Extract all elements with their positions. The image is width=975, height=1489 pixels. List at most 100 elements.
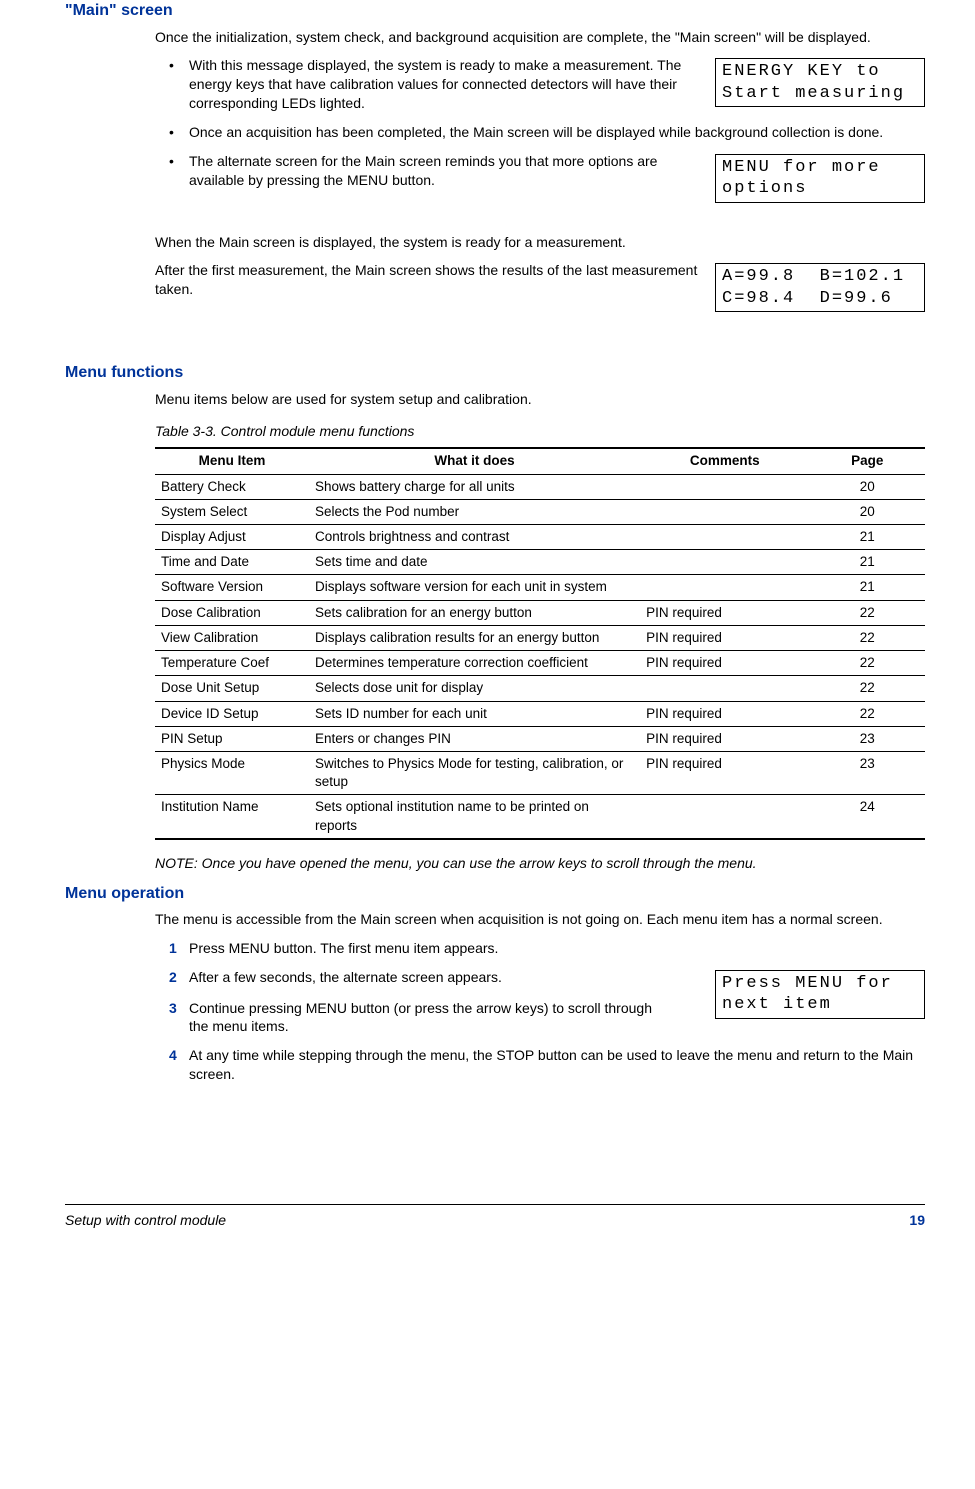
cell-item: Software Version bbox=[155, 575, 309, 600]
cell-item: Device ID Setup bbox=[155, 701, 309, 726]
cell-page: 21 bbox=[809, 550, 925, 575]
table-row: Dose Unit SetupSelects dose unit for dis… bbox=[155, 676, 925, 701]
cell-what: Determines temperature correction coeffi… bbox=[309, 651, 640, 676]
heading-menu-functions: Menu functions bbox=[65, 362, 925, 384]
col-header: Menu Item bbox=[155, 448, 309, 474]
cell-what: Selects the Pod number bbox=[309, 499, 640, 524]
cell-item: Dose Unit Setup bbox=[155, 676, 309, 701]
cell-item: Display Adjust bbox=[155, 524, 309, 549]
cell-item: Time and Date bbox=[155, 550, 309, 575]
cell-comments bbox=[640, 676, 809, 701]
cell-what: Controls brightness and contrast bbox=[309, 524, 640, 549]
step-text: After a few seconds, the alternate scree… bbox=[189, 968, 699, 987]
cell-comments bbox=[640, 474, 809, 499]
table-row: Institution NameSets optional institutio… bbox=[155, 795, 925, 839]
cell-what: Enters or changes PIN bbox=[309, 726, 640, 751]
step-item: 1Press MENU button. The first menu item … bbox=[155, 939, 925, 958]
cell-page: 22 bbox=[809, 651, 925, 676]
cell-page: 22 bbox=[809, 676, 925, 701]
cell-item: System Select bbox=[155, 499, 309, 524]
bullet-item: Once an acquisition has been completed, … bbox=[155, 123, 925, 142]
step-item: 4At any time while stepping through the … bbox=[155, 1046, 925, 1084]
cell-what: Sets optional institution name to be pri… bbox=[309, 795, 640, 839]
col-header: Page bbox=[809, 448, 925, 474]
table-note: NOTE: Once you have opened the menu, you… bbox=[155, 854, 925, 873]
cell-comments bbox=[640, 575, 809, 600]
cell-comments: PIN required bbox=[640, 701, 809, 726]
cell-comments bbox=[640, 550, 809, 575]
page-number: 19 bbox=[909, 1211, 925, 1230]
table-row: Physics ModeSwitches to Physics Mode for… bbox=[155, 751, 925, 794]
table-row: Time and DateSets time and date 21 bbox=[155, 550, 925, 575]
bullet-item: The alternate screen for the Main screen… bbox=[155, 152, 925, 203]
bullet-text: The alternate screen for the Main screen… bbox=[189, 152, 699, 190]
cell-what: Sets ID number for each unit bbox=[309, 701, 640, 726]
cell-page: 23 bbox=[809, 751, 925, 794]
intro-para: Once the initialization, system check, a… bbox=[155, 28, 925, 47]
cell-what: Switches to Physics Mode for testing, ca… bbox=[309, 751, 640, 794]
menu-operation-steps: 1Press MENU button. The first menu item … bbox=[155, 939, 925, 1084]
cell-comments bbox=[640, 795, 809, 839]
cell-what: Sets time and date bbox=[309, 550, 640, 575]
heading-menu-operation: Menu operation bbox=[65, 883, 925, 905]
cell-comments: PIN required bbox=[640, 625, 809, 650]
table-row: Device ID SetupSets ID number for each u… bbox=[155, 701, 925, 726]
table-header-row: Menu Item What it does Comments Page bbox=[155, 448, 925, 474]
cell-comments: PIN required bbox=[640, 726, 809, 751]
main-screen-bullets: With this message displayed, the system … bbox=[155, 56, 925, 202]
lcd-display: A=99.8 B=102.1 C=98.4 D=99.6 bbox=[715, 263, 925, 312]
para-with-lcd: After the first measurement, the Main sc… bbox=[155, 261, 925, 312]
cell-page: 20 bbox=[809, 499, 925, 524]
col-header: Comments bbox=[640, 448, 809, 474]
cell-item: Dose Calibration bbox=[155, 600, 309, 625]
lcd-display: ENERGY KEY to Start measuring bbox=[715, 58, 925, 107]
table-row: PIN SetupEnters or changes PINPIN requir… bbox=[155, 726, 925, 751]
step-number: 3 bbox=[169, 999, 177, 1018]
bullet-item: With this message displayed, the system … bbox=[155, 56, 925, 113]
cell-comments bbox=[640, 524, 809, 549]
para-text: After the first measurement, the Main sc… bbox=[155, 261, 699, 299]
cell-comments bbox=[640, 499, 809, 524]
page-footer: Setup with control module 19 bbox=[65, 1204, 925, 1230]
cell-page: 22 bbox=[809, 600, 925, 625]
table-row: View CalibrationDisplays calibration res… bbox=[155, 625, 925, 650]
table-row: Software VersionDisplays software versio… bbox=[155, 575, 925, 600]
menu-functions-table: Menu Item What it does Comments Page Bat… bbox=[155, 447, 925, 840]
step-item: 3Continue pressing MENU button (or press… bbox=[155, 999, 925, 1037]
col-header: What it does bbox=[309, 448, 640, 474]
cell-comments: PIN required bbox=[640, 651, 809, 676]
footer-section: Setup with control module bbox=[65, 1211, 226, 1230]
table-row: System SelectSelects the Pod number 20 bbox=[155, 499, 925, 524]
cell-what: Displays calibration results for an ener… bbox=[309, 625, 640, 650]
cell-page: 21 bbox=[809, 575, 925, 600]
heading-main-screen: "Main" screen bbox=[65, 0, 925, 22]
table-caption: Table 3-3. Control module menu functions bbox=[155, 422, 925, 441]
cell-page: 23 bbox=[809, 726, 925, 751]
table-row: Dose CalibrationSets calibration for an … bbox=[155, 600, 925, 625]
para: When the Main screen is displayed, the s… bbox=[155, 233, 925, 252]
cell-item: View Calibration bbox=[155, 625, 309, 650]
step-number: 2 bbox=[169, 968, 177, 987]
cell-page: 22 bbox=[809, 625, 925, 650]
intro-para: The menu is accessible from the Main scr… bbox=[155, 910, 925, 929]
cell-what: Sets calibration for an energy button bbox=[309, 600, 640, 625]
step-number: 4 bbox=[169, 1046, 177, 1065]
cell-comments: PIN required bbox=[640, 600, 809, 625]
cell-comments: PIN required bbox=[640, 751, 809, 794]
cell-what: Selects dose unit for display bbox=[309, 676, 640, 701]
cell-what: Displays software version for each unit … bbox=[309, 575, 640, 600]
cell-page: 21 bbox=[809, 524, 925, 549]
bullet-text: With this message displayed, the system … bbox=[189, 56, 699, 113]
cell-item: Physics Mode bbox=[155, 751, 309, 794]
step-number: 1 bbox=[169, 939, 177, 958]
cell-item: Institution Name bbox=[155, 795, 309, 839]
cell-item: Battery Check bbox=[155, 474, 309, 499]
cell-page: 24 bbox=[809, 795, 925, 839]
cell-item: PIN Setup bbox=[155, 726, 309, 751]
cell-what: Shows battery charge for all units bbox=[309, 474, 640, 499]
table-row: Battery CheckShows battery charge for al… bbox=[155, 474, 925, 499]
intro-para: Menu items below are used for system set… bbox=[155, 390, 925, 409]
cell-page: 22 bbox=[809, 701, 925, 726]
table-row: Display AdjustControls brightness and co… bbox=[155, 524, 925, 549]
lcd-display: MENU for more options bbox=[715, 154, 925, 203]
